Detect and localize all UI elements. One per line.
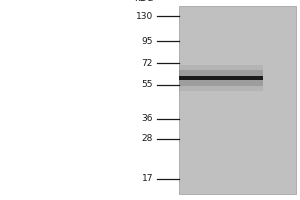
Bar	[178, 65, 263, 91]
Bar	[178, 76, 263, 80]
Text: 17: 17	[142, 174, 153, 183]
Text: 95: 95	[142, 37, 153, 46]
Text: 36: 36	[142, 114, 153, 123]
Text: 55: 55	[142, 80, 153, 89]
Text: 130: 130	[136, 12, 153, 21]
Text: 28: 28	[142, 134, 153, 143]
Bar	[178, 70, 263, 86]
Text: 72: 72	[142, 59, 153, 68]
Text: kDa: kDa	[134, 0, 153, 3]
Bar	[178, 6, 296, 194]
